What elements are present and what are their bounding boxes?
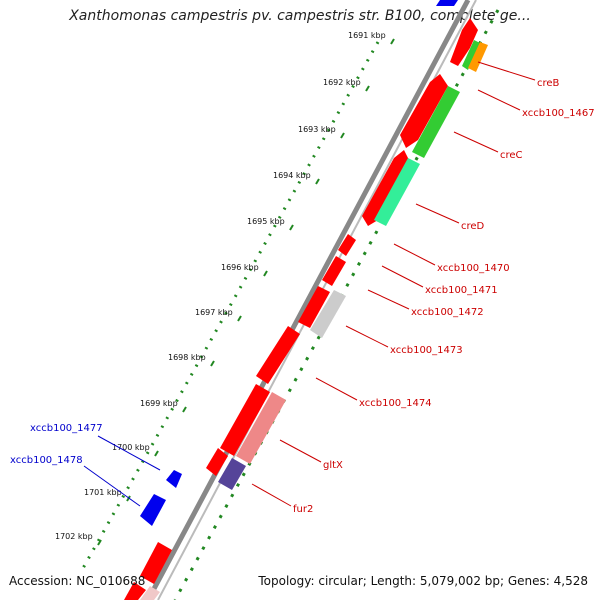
kbp-label: 1694 kbp <box>273 171 311 180</box>
kbp-tick <box>289 224 294 231</box>
gene-label-creD[interactable]: creD <box>461 221 485 232</box>
kbp-label: 1696 kbp <box>221 263 259 272</box>
map-title: Xanthomonas campestris pv. campestris st… <box>69 8 531 24</box>
gene-pink-bottom[interactable] <box>140 586 160 600</box>
gene-label-xccb100_1471[interactable]: xccb100_1471 <box>425 285 498 296</box>
gene-label-xccb100_1472[interactable]: xccb100_1472 <box>411 307 484 318</box>
gene-red-1[interactable] <box>450 18 478 66</box>
topology-info: Topology: circular; Length: 5,079,002 bp… <box>258 574 588 588</box>
gene-xccb100-1471[interactable] <box>322 256 346 286</box>
kbp-tick <box>126 495 131 502</box>
callout-line <box>477 89 521 111</box>
kbp-label: 1693 kbp <box>298 125 336 134</box>
gene-xccb100-1470[interactable] <box>338 234 356 256</box>
gene-red-bottom-1[interactable] <box>140 542 172 584</box>
scale-dotted-line <box>80 41 380 571</box>
kbp-label: 1701 kbp <box>84 488 122 497</box>
callout-line <box>415 203 460 224</box>
gene-creB[interactable] <box>462 40 480 70</box>
kbp-tick <box>182 406 187 413</box>
callout-line <box>477 61 536 81</box>
gene-xccb100-1472[interactable] <box>298 286 330 328</box>
right-gene-callouts: creB xccb100_1467 creC creD xccb100_1470xccb… <box>251 61 595 515</box>
gene-red-bottom-2[interactable] <box>124 582 146 600</box>
callout-line <box>279 439 322 463</box>
kbp-label: 1695 kbp <box>247 217 285 226</box>
gene-red-fur[interactable] <box>206 448 228 476</box>
gene-label-xccb100_1473[interactable]: xccb100_1473 <box>390 345 463 356</box>
gene-label-creB[interactable]: creB <box>537 78 560 89</box>
kbp-tick <box>237 315 242 322</box>
gene-label-creC[interactable]: creC <box>500 150 523 161</box>
gene-top-blue[interactable] <box>436 0 458 6</box>
kbp-tick <box>340 132 345 139</box>
kbp-tick <box>263 270 268 277</box>
gene-label-xccb100_1477[interactable]: xccb100_1477 <box>30 423 103 434</box>
accession-text: Accession: NC_010688 <box>9 574 146 588</box>
callout-line <box>393 243 436 266</box>
gene-label-gltX[interactable]: gltX <box>323 460 343 471</box>
callout-line <box>315 377 358 401</box>
kbp-scale: 1691 kbp 1692 kbp 1693 kbp 1694 kbp 1695 kbp… <box>55 31 395 546</box>
gene-label-xccb100_1478[interactable]: xccb100_1478 <box>10 455 83 466</box>
gene-red-3[interactable] <box>362 150 410 226</box>
kbp-tick <box>365 85 370 92</box>
kbp-label: 1698 kbp <box>168 353 206 362</box>
gene-creD[interactable] <box>374 158 420 226</box>
kbp-tick <box>97 539 102 546</box>
gene-xccb100-1467[interactable] <box>468 42 488 72</box>
kbp-tick <box>154 450 159 457</box>
gene-creC[interactable] <box>412 86 460 158</box>
gene-features <box>124 0 488 600</box>
gene-xccb100-1474[interactable] <box>256 326 300 384</box>
callout-line <box>83 465 141 507</box>
kbp-label: 1702 kbp <box>55 532 93 541</box>
gene-xccb100-1473[interactable] <box>310 290 346 338</box>
kbp-label: 1692 kbp <box>323 78 361 87</box>
gene-red-2[interactable] <box>400 74 448 148</box>
kbp-label: 1697 kbp <box>195 308 233 317</box>
left-gene-callouts: xccb100_1477 xccb100_1478 <box>10 423 161 507</box>
kbp-tick <box>210 360 215 367</box>
callout-line <box>381 265 424 288</box>
backbone-line-outer <box>145 0 471 600</box>
gene-fur2[interactable] <box>218 458 246 490</box>
kbp-tick <box>390 38 395 45</box>
gene-xccb100-1477[interactable] <box>166 470 182 488</box>
callout-line <box>251 483 292 507</box>
kbp-label: 1691 kbp <box>348 31 386 40</box>
kbp-label: 1700 kbp <box>112 443 150 452</box>
callout-line <box>367 289 410 310</box>
kbp-label: 1699 kbp <box>140 399 178 408</box>
callout-line <box>345 325 389 348</box>
gene-label-xccb100_1474[interactable]: xccb100_1474 <box>359 398 432 409</box>
callout-line <box>453 131 499 153</box>
gene-label-xccb100_1470[interactable]: xccb100_1470 <box>437 263 510 274</box>
gene-gltX-pink[interactable] <box>236 392 286 464</box>
callout-line <box>97 435 161 471</box>
gene-xccb100-1478[interactable] <box>140 494 166 526</box>
kbp-tick <box>315 178 320 185</box>
gene-label-xccb100_1467[interactable]: xccb100_1467 <box>522 108 595 119</box>
gene-label-fur2[interactable]: fur2 <box>293 504 313 515</box>
gene-gltX[interactable] <box>220 384 270 456</box>
